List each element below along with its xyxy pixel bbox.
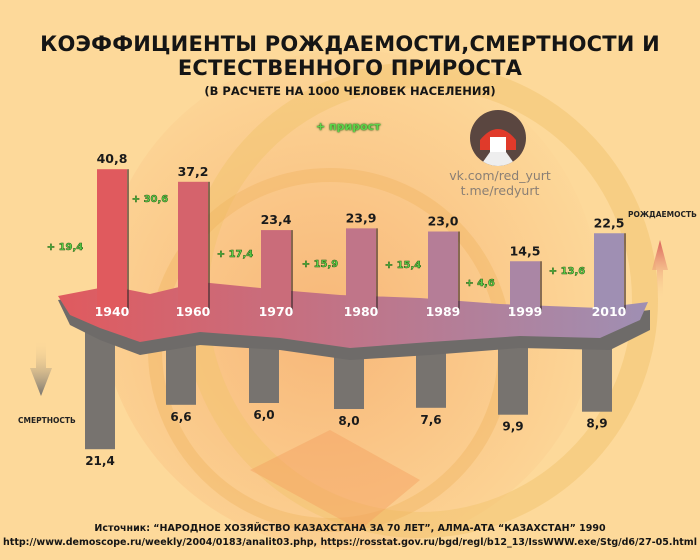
birth-axis-label: РОЖДАЕМОСТЬ	[628, 210, 697, 219]
telegram-link[interactable]: t.me/redyurt	[460, 183, 540, 198]
growth-value-label: + 13,6	[549, 266, 586, 277]
birth-bar	[428, 231, 458, 312]
death-value-label: 8,0	[338, 414, 359, 428]
birth-bar-shadow	[291, 230, 293, 312]
death-value-label: 8,9	[586, 417, 607, 431]
vk-link[interactable]: vk.com/red_yurt	[449, 168, 551, 183]
birth-bar	[261, 230, 291, 312]
birth-value-label: 23,9	[346, 210, 377, 225]
birth-bar	[510, 261, 540, 312]
growth-value-label: + 15,4	[385, 260, 422, 271]
birth-bar	[594, 233, 624, 312]
death-value-label: 6,0	[253, 408, 274, 422]
growth-value-label: + 30,6	[132, 194, 169, 205]
birth-bar	[97, 169, 127, 312]
death-value-label: 6,6	[170, 410, 191, 424]
birth-value-label: 14,5	[510, 243, 541, 258]
year-label: 1970	[259, 304, 294, 319]
death-axis-label: СМЕРТНОСТЬ	[18, 416, 76, 425]
birth-arrow-icon	[652, 240, 668, 300]
growth-value-label: + 17,4	[217, 249, 254, 260]
birth-bar-shadow	[458, 231, 460, 312]
birth-value-label: 23,4	[261, 212, 292, 227]
chart-subtitle: (В РАСЧЕТЕ НА 1000 ЧЕЛОВЕК НАСЕЛЕНИЯ)	[204, 84, 496, 98]
year-label: 1999	[508, 304, 543, 319]
year-label: 1940	[95, 304, 130, 319]
birth-value-label: 40,8	[97, 151, 128, 166]
year-label: 2010	[592, 304, 627, 319]
source-line-2: http://www.demoscope.ru/weekly/2004/0183…	[3, 537, 697, 548]
source-line-1: Источник: “НАРОДНОЕ ХОЗЯЙСТВО КАЗАХСТАНА…	[94, 523, 606, 534]
growth-value-label: + 15,9	[302, 259, 339, 270]
birth-bar-shadow	[540, 261, 542, 312]
yurt-icon	[470, 110, 526, 166]
birth-bar-shadow	[127, 169, 129, 312]
chart-title: КОЭФФИЦИЕНТЫ РОЖДАЕМОСТИ,СМЕРТНОСТИ И ЕС…	[40, 32, 660, 80]
birth-bar-shadow	[208, 181, 210, 312]
year-label: 1980	[344, 304, 379, 319]
birth-value-label: 37,2	[178, 164, 209, 179]
birth-bar	[346, 228, 376, 312]
birth-value-label: 22,5	[594, 215, 625, 230]
social-links: vk.com/red_yurt t.me/redyurt	[440, 168, 560, 198]
birth-bar-shadow	[624, 233, 626, 312]
death-arrow-icon	[30, 340, 52, 396]
death-value-label: 9,9	[502, 420, 523, 434]
year-label: 1960	[176, 304, 211, 319]
birth-bar-shadow	[376, 228, 378, 312]
growth-value-label: + 19,4	[47, 242, 84, 253]
year-label: 1989	[426, 304, 461, 319]
death-value-label: 7,6	[420, 413, 441, 427]
birth-value-label: 23,0	[428, 214, 459, 229]
legend-growth: + прирост	[316, 120, 381, 133]
death-value-label: 21,4	[85, 454, 115, 468]
growth-value-label: + 4,6	[465, 278, 495, 289]
birth-bar	[178, 181, 208, 312]
death-bar	[85, 325, 115, 450]
